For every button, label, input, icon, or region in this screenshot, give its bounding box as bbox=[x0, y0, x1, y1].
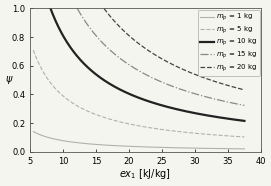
$m_p$ = 15 kg bbox=[186, 90, 189, 93]
$m_p$ = 10 kg bbox=[243, 120, 246, 122]
$m_p$ = 1 kg bbox=[177, 147, 180, 149]
$m_p$ = 5 kg bbox=[32, 49, 35, 51]
$m_p$ = 15 kg bbox=[76, 7, 79, 10]
$m_p$ = 10 kg bbox=[188, 111, 191, 113]
Line: $m_p$ = 20 kg: $m_p$ = 20 kg bbox=[104, 9, 244, 90]
$m_p$ = 10 kg bbox=[204, 114, 207, 116]
$m_p$ = 15 kg bbox=[188, 91, 192, 93]
$m_p$ = 1 kg bbox=[117, 145, 120, 147]
Line: $m_p$ = 15 kg: $m_p$ = 15 kg bbox=[77, 9, 244, 105]
$m_p$ = 5 kg bbox=[117, 120, 120, 123]
$m_p$ = 5 kg bbox=[196, 132, 199, 135]
$m_p$ = 1 kg bbox=[196, 147, 199, 149]
Line: $m_p$ = 1 kg: $m_p$ = 1 kg bbox=[33, 132, 244, 149]
$m_p$ = 10 kg bbox=[68, 45, 71, 47]
$m_p$ = 20 kg bbox=[215, 81, 218, 83]
$m_p$ = 5 kg bbox=[200, 133, 203, 135]
$m_p$ = 15 kg bbox=[228, 101, 232, 104]
$m_p$ = 20 kg bbox=[199, 75, 202, 78]
$m_p$ = 5 kg bbox=[53, 87, 57, 89]
$m_p$ = 1 kg bbox=[53, 138, 57, 140]
$m_p$ = 15 kg bbox=[243, 104, 246, 107]
X-axis label: $ex_1$ [kJ/kg]: $ex_1$ [kJ/kg] bbox=[120, 167, 172, 181]
Line: $m_p$ = 10 kg: $m_p$ = 10 kg bbox=[51, 9, 244, 121]
$m_p$ = 15 kg bbox=[199, 94, 203, 97]
$m_p$ = 1 kg bbox=[32, 130, 35, 133]
$m_p$ = 5 kg bbox=[243, 136, 246, 138]
$m_p$ = 1 kg bbox=[125, 145, 128, 147]
$m_p$ = 20 kg bbox=[212, 80, 215, 82]
$m_p$ = 5 kg bbox=[177, 130, 180, 133]
$m_p$ = 20 kg bbox=[236, 87, 240, 89]
$m_p$ = 10 kg bbox=[148, 101, 151, 103]
$m_p$ = 15 kg bbox=[239, 103, 242, 106]
$m_p$ = 10 kg bbox=[204, 114, 207, 116]
$m_p$ = 20 kg bbox=[243, 89, 246, 91]
$m_p$ = 20 kg bbox=[152, 53, 155, 55]
Legend: $m_p$ = 1 kg, $m_p$ = 5 kg, $m_p$ = 10 kg, $m_p$ = 15 kg, $m_p$ = 20 kg: $m_p$ = 1 kg, $m_p$ = 5 kg, $m_p$ = 10 k… bbox=[198, 10, 260, 76]
$m_p$ = 20 kg bbox=[102, 7, 106, 10]
$m_p$ = 10 kg bbox=[238, 119, 241, 121]
$m_p$ = 1 kg bbox=[200, 147, 203, 149]
Y-axis label: $\psi$: $\psi$ bbox=[5, 74, 14, 86]
$m_p$ = 5 kg bbox=[125, 122, 128, 124]
Line: $m_p$ = 5 kg: $m_p$ = 5 kg bbox=[33, 50, 244, 137]
$m_p$ = 15 kg bbox=[168, 84, 171, 86]
$m_p$ = 10 kg bbox=[49, 8, 52, 10]
$m_p$ = 1 kg bbox=[243, 148, 246, 150]
$m_p$ = 20 kg bbox=[183, 69, 187, 71]
